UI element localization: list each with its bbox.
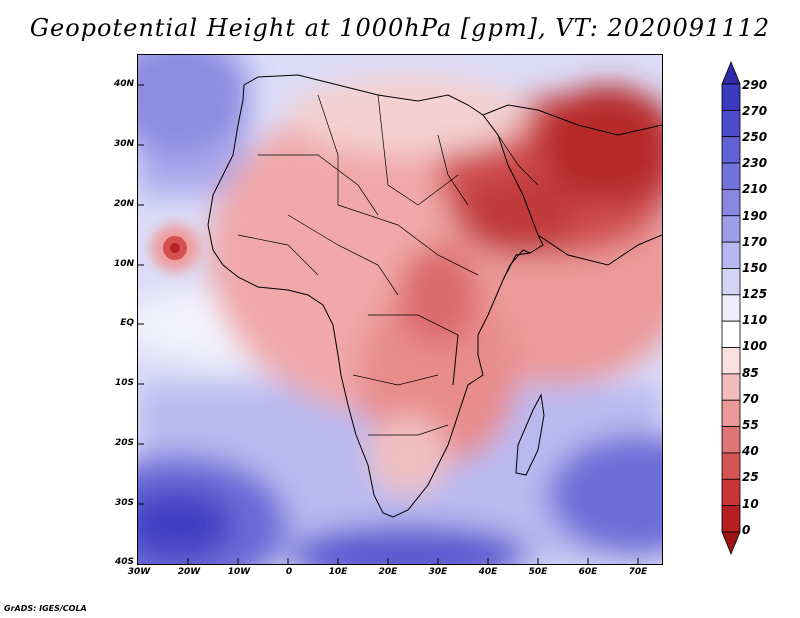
colorbar-box <box>721 189 741 217</box>
colorbar-box <box>721 373 741 401</box>
colorbar-label-210: 210 <box>742 182 768 196</box>
lon-label-40e: 40E <box>478 567 498 577</box>
lon-label-10w: 10W <box>227 567 251 577</box>
colorbar-box <box>721 162 741 190</box>
lon-label-30e: 30E <box>428 567 448 577</box>
frame-ticks <box>138 84 639 564</box>
colorbar-box <box>721 136 741 164</box>
lon-label-70e: 70E <box>628 567 648 577</box>
colorbar-label-85: 85 <box>742 366 759 380</box>
colorbar-bottom-arrow <box>721 531 741 556</box>
lon-label-30w: 30W <box>127 567 151 577</box>
shaded-field <box>138 55 662 564</box>
lat-label-20s: 20S <box>114 438 134 448</box>
colorbar-label-100: 100 <box>742 339 768 353</box>
lon-label-60e: 60E <box>578 567 598 577</box>
colorbar-label-170: 170 <box>742 235 768 249</box>
colorbar-box <box>721 320 741 348</box>
lat-label-20n: 20N <box>113 199 134 209</box>
lon-label-0: 0 <box>285 567 293 577</box>
colorbar-box <box>721 452 741 480</box>
map-panel <box>137 54 663 565</box>
colorbar-box <box>721 241 741 269</box>
colorbar-label-40: 40 <box>742 444 759 458</box>
geopotential-map <box>138 55 662 564</box>
colorbar-box <box>721 268 741 296</box>
colorbar-label-190: 190 <box>742 209 768 223</box>
colorbar-box <box>721 478 741 507</box>
colorbar <box>721 60 741 556</box>
lat-label-10s: 10S <box>114 378 134 388</box>
colorbar-label-0: 0 <box>742 523 751 537</box>
lat-label-30s: 30S <box>114 498 134 508</box>
colorbar-label-270: 270 <box>742 104 768 118</box>
country-borders <box>237 94 539 436</box>
colorbar-label-70: 70 <box>742 392 759 406</box>
colorbar-label-250: 250 <box>742 130 768 144</box>
lon-label-20e: 20E <box>378 567 398 577</box>
lat-label-40s: 40S <box>114 557 134 567</box>
colorbar-label-125: 125 <box>742 287 768 301</box>
colorbar-box <box>721 294 741 322</box>
colorbar-box <box>721 347 741 375</box>
colorbar-box <box>721 215 741 243</box>
lat-label-30n: 30N <box>113 139 134 149</box>
colorbar-box <box>721 83 741 111</box>
colorbar-label-150: 150 <box>742 261 768 275</box>
colorbar-label-10: 10 <box>742 497 759 511</box>
lat-label-10n: 10N <box>113 259 134 269</box>
lon-label-50e: 50E <box>528 567 548 577</box>
colorbar-label-55: 55 <box>742 418 759 432</box>
lat-label-40n: 40N <box>113 79 134 89</box>
colorbar-box <box>721 399 741 427</box>
lon-label-10e: 10E <box>328 567 348 577</box>
map-title: Geopotential Height at 1000hPa [gpm], VT… <box>29 14 771 42</box>
coastlines <box>207 74 662 518</box>
colorbar-box <box>721 426 741 454</box>
colorbar-box <box>721 109 741 138</box>
colorbar-label-25: 25 <box>742 470 759 484</box>
colorbar-top-arrow <box>721 60 741 85</box>
colorbar-label-110: 110 <box>742 313 768 327</box>
colorbar-box <box>721 505 741 533</box>
lat-label-eq: EQ <box>120 318 134 328</box>
colorbar-label-230: 230 <box>742 156 768 170</box>
atlantic-low <box>151 224 199 272</box>
grads-credit: GrADS: IGES/COLA <box>4 604 87 613</box>
lon-label-20w: 20W <box>177 567 201 577</box>
colorbar-label-290: 290 <box>742 78 768 92</box>
